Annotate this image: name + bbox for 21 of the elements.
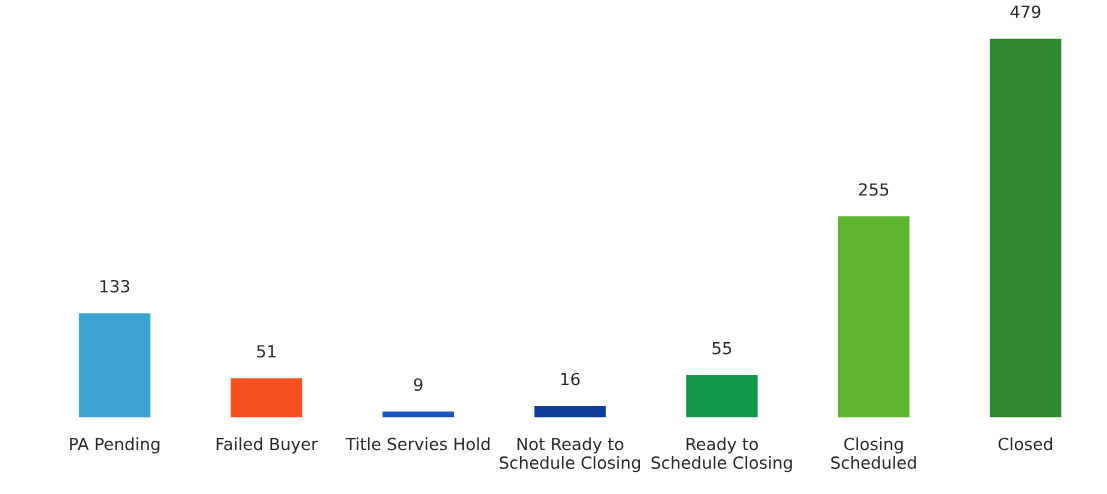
bar: [77, 311, 152, 418]
bar: [229, 376, 304, 418]
data-label: 9: [414, 378, 423, 391]
x-tick-label: Title Servies Hold: [345, 437, 490, 451]
bar: [381, 410, 456, 418]
data-label: 51: [257, 345, 276, 358]
x-tick-label: Not Ready to Schedule Closing: [499, 437, 640, 473]
data-label: 16: [561, 372, 580, 386]
data-label: 133: [100, 279, 130, 293]
bar: [684, 373, 760, 418]
bar: [532, 404, 608, 418]
x-tick-label: PA Pending: [70, 437, 160, 454]
data-label: 479: [1010, 5, 1041, 19]
x-tick-label: Closing Scheduled: [831, 437, 916, 469]
bar: [988, 37, 1063, 418]
x-tick-label: Closed: [998, 437, 1053, 451]
x-tick-label: Failed Buyer: [216, 437, 318, 454]
bar: [836, 214, 911, 418]
data-label: 55: [712, 342, 732, 355]
data-label: 255: [859, 183, 889, 196]
x-tick-label: Ready to Schedule Closing: [651, 437, 792, 473]
